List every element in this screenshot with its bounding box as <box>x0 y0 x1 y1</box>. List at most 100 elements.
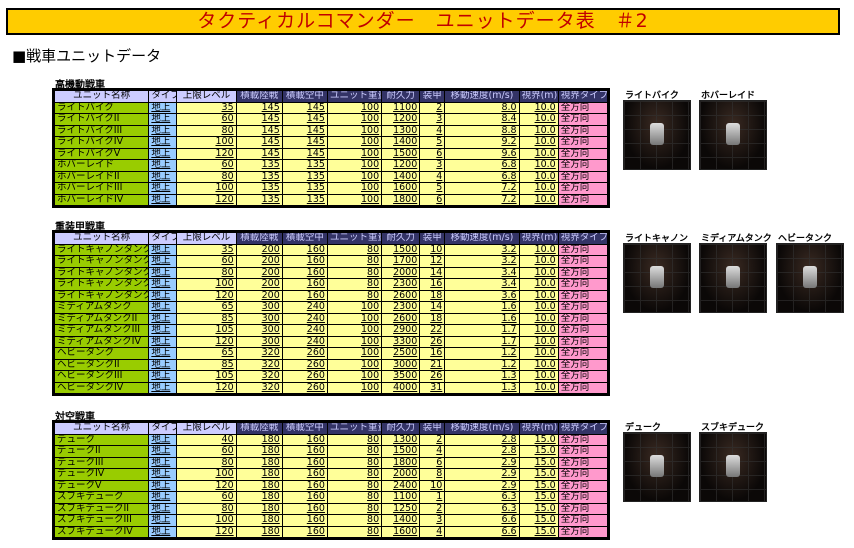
cell-value: 200 <box>235 255 283 268</box>
cell-type: 地上 <box>148 468 178 481</box>
cell-value: 1700 <box>381 255 421 268</box>
cell-value: 4 <box>419 124 446 137</box>
cell-value: 80 <box>326 491 383 504</box>
cell-type: 地上 <box>148 514 178 527</box>
cell-value: 80 <box>326 266 383 279</box>
cell-value: 80 <box>326 525 383 539</box>
cell-value: 240 <box>281 324 328 337</box>
cell-value: 60 <box>176 491 237 504</box>
cell-view-type: 全方向 <box>557 324 610 337</box>
cell-type: 地上 <box>148 347 178 360</box>
unit-image-label: スブキデューク <box>701 423 765 433</box>
cell-value: 15.0 <box>518 445 559 458</box>
cell-name: ホバーレイドIV <box>52 193 150 207</box>
cell-value: 1300 <box>381 124 421 137</box>
cell-value: 10.0 <box>518 255 559 268</box>
cell-value: 160 <box>281 289 328 302</box>
cell-value: 135 <box>281 182 328 195</box>
table-row: ホバーレイドII 地上 80 135 135 100 1400 4 6.8 10.0 全方向 <box>52 170 610 183</box>
table-row: ヘビータンクIII 地上 105 320 260 100 3500 26 1.3 10.0 全方向 <box>52 370 610 383</box>
cell-value: 10.0 <box>518 243 559 256</box>
column-header: 耐久力 <box>381 89 421 103</box>
cell-value: 4 <box>419 445 446 458</box>
cell-value: 160 <box>281 266 328 279</box>
cell-value: 1100 <box>381 491 421 504</box>
cell-value: 10.0 <box>518 170 559 183</box>
table-row: ホバーレイド 地上 60 135 135 100 1200 3 6.8 10.0 全方向 <box>52 159 610 172</box>
column-header: 視界(m) <box>518 231 559 245</box>
unit-image <box>776 243 844 313</box>
cell-value: 160 <box>281 468 328 481</box>
column-header: 上限レベル <box>176 231 237 245</box>
table-row: ライトバイクIII 地上 80 145 145 100 1300 4 8.8 10.0 全方向 <box>52 124 610 137</box>
cell-value: 100 <box>326 170 383 183</box>
cell-value: 120 <box>176 289 237 302</box>
cell-value: 3.4 <box>444 266 520 279</box>
cell-value: 10.0 <box>518 159 559 172</box>
cell-value: 7.2 <box>444 182 520 195</box>
column-header: 装甲 <box>419 89 446 103</box>
cell-type: 地上 <box>148 324 178 337</box>
cell-view-type: 全方向 <box>557 243 610 256</box>
cell-value: 100 <box>326 358 383 371</box>
cell-value: 300 <box>235 335 283 348</box>
cell-name: デュークV <box>52 479 150 492</box>
cell-name: ミディアムタンク <box>52 301 150 314</box>
cell-type: 地上 <box>148 255 178 268</box>
unit-image <box>623 100 691 170</box>
cell-value: 105 <box>176 324 237 337</box>
cell-value: 2.8 <box>444 445 520 458</box>
cell-value: 60 <box>176 255 237 268</box>
table-row: ライトバイクIV 地上 100 145 145 100 1400 5 9.2 10.0 全方向 <box>52 136 610 149</box>
cell-value: 2400 <box>381 479 421 492</box>
cell-value: 180 <box>235 525 283 539</box>
cell-view-type: 全方向 <box>557 525 610 539</box>
cell-value: 180 <box>235 479 283 492</box>
cell-value: 65 <box>176 301 237 314</box>
table-row: ホバーレイドIV 地上 120 135 135 100 1800 6 7.2 10.0 全方向 <box>52 193 610 207</box>
cell-value: 80 <box>176 124 237 137</box>
cell-value: 4000 <box>381 381 421 395</box>
column-header: 積載空中 <box>281 89 328 103</box>
cell-value: 12 <box>419 255 446 268</box>
cell-value: 135 <box>235 159 283 172</box>
cell-view-type: 全方向 <box>557 358 610 371</box>
cell-value: 240 <box>281 312 328 325</box>
unit-image-label: ライトキャノン <box>625 234 689 244</box>
cell-value: 8 <box>419 468 446 481</box>
cell-value: 135 <box>281 170 328 183</box>
cell-value: 16 <box>419 347 446 360</box>
cell-value: 135 <box>235 193 283 207</box>
cell-value: 3300 <box>381 335 421 348</box>
cell-type: 地上 <box>148 159 178 172</box>
cell-value: 160 <box>281 502 328 515</box>
cell-type: 地上 <box>148 433 178 446</box>
cell-value: 14 <box>419 301 446 314</box>
cell-value: 5 <box>419 182 446 195</box>
cell-value: 16 <box>419 278 446 291</box>
cell-value: 180 <box>235 468 283 481</box>
cell-view-type: 全方向 <box>557 255 610 268</box>
cell-value: 1.2 <box>444 347 520 360</box>
cell-value: 6.6 <box>444 525 520 539</box>
cell-value: 60 <box>176 113 237 126</box>
cell-value: 10.0 <box>518 347 559 360</box>
cell-value: 1800 <box>381 456 421 469</box>
cell-value: 2300 <box>381 278 421 291</box>
cell-value: 120 <box>176 335 237 348</box>
cell-type: 地上 <box>148 312 178 325</box>
cell-value: 80 <box>326 433 383 446</box>
cell-view-type: 全方向 <box>557 312 610 325</box>
cell-type: 地上 <box>148 170 178 183</box>
cell-value: 6.3 <box>444 491 520 504</box>
cell-value: 1.6 <box>444 301 520 314</box>
cell-value: 120 <box>176 479 237 492</box>
cell-view-type: 全方向 <box>557 170 610 183</box>
unit-image <box>699 432 767 502</box>
cell-value: 6.8 <box>444 159 520 172</box>
cell-value: 200 <box>235 243 283 256</box>
cell-value: 3.2 <box>444 255 520 268</box>
cell-value: 80 <box>326 468 383 481</box>
cell-name: ミディアムタンクII <box>52 312 150 325</box>
cell-value: 100 <box>176 278 237 291</box>
